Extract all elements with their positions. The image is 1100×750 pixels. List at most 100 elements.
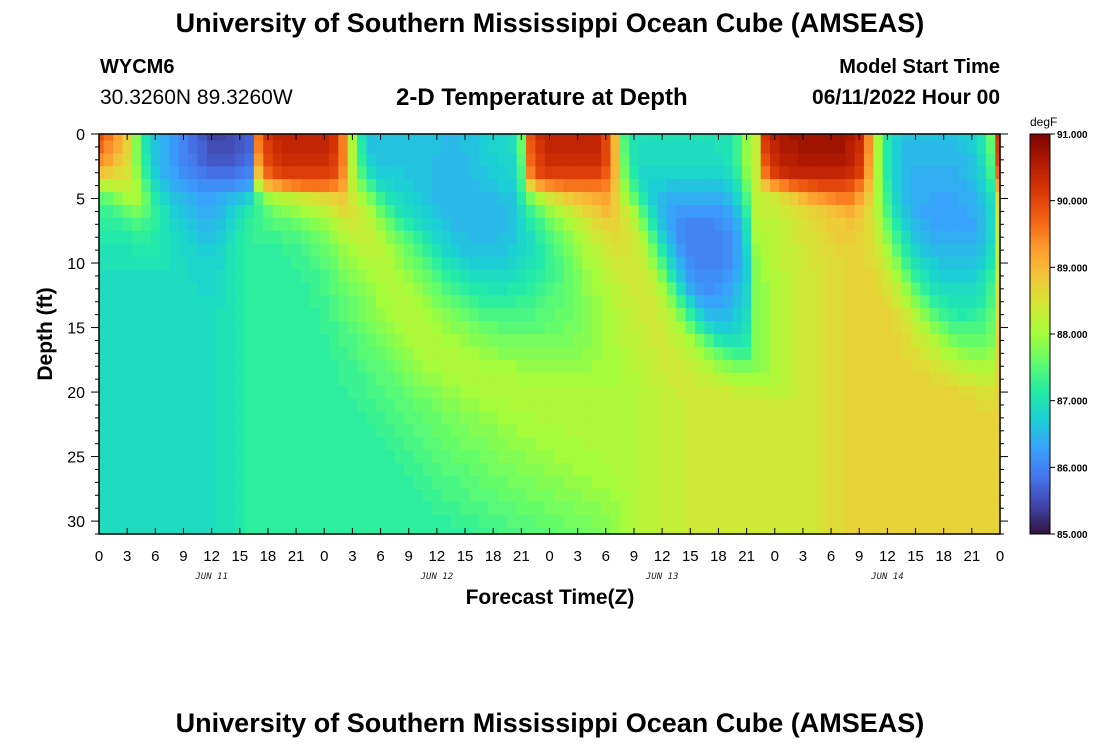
heatmap-cell <box>835 192 846 206</box>
heatmap-cell <box>469 527 480 535</box>
heatmap-cell <box>619 463 630 477</box>
heatmap-cell <box>347 230 358 245</box>
heatmap-cell <box>563 359 574 374</box>
heatmap-cell <box>394 256 405 271</box>
heatmap-cell <box>413 372 424 387</box>
heatmap-cell <box>845 385 856 400</box>
heatmap-cell <box>835 295 846 309</box>
heatmap-cell <box>282 488 293 503</box>
heatmap-cell <box>835 282 846 296</box>
heatmap-cell <box>160 527 170 535</box>
heatmap-cell <box>582 488 593 503</box>
heatmap-cell <box>488 488 499 503</box>
heatmap-cell <box>892 346 903 361</box>
heatmap-cell <box>450 282 461 296</box>
x-tick-label: 9 <box>405 548 413 565</box>
heatmap-cell <box>948 501 959 516</box>
heatmap-cell <box>441 346 452 361</box>
heatmap-cell <box>300 269 311 283</box>
heatmap-cell <box>385 372 396 387</box>
heatmap-cell <box>619 359 630 374</box>
heatmap-cell <box>497 308 508 322</box>
heatmap-cell <box>967 346 978 361</box>
heatmap-cell <box>676 463 687 477</box>
heatmap-cell <box>526 192 537 206</box>
heatmap-cell <box>507 411 518 425</box>
heatmap-cell <box>141 527 152 535</box>
heatmap-cell <box>554 463 565 477</box>
heatmap-cell <box>150 475 161 490</box>
heatmap-cell <box>244 308 255 322</box>
heatmap-cell <box>910 334 921 348</box>
heatmap-cell <box>535 359 546 374</box>
heatmap-cell <box>760 217 771 232</box>
heatmap-cell <box>816 334 827 348</box>
heatmap-cell <box>732 450 743 464</box>
heatmap-cell <box>554 514 565 529</box>
heatmap-cell <box>188 134 199 142</box>
heatmap-cell <box>253 134 264 142</box>
heatmap-cell <box>948 230 959 245</box>
heatmap-cell <box>845 488 856 503</box>
heatmap-cell <box>619 308 630 322</box>
heatmap-cell <box>657 463 668 477</box>
heatmap-cell <box>807 359 818 374</box>
heatmap-cell <box>957 398 968 413</box>
heatmap-cell <box>99 346 105 361</box>
heatmap-cell <box>103 243 114 258</box>
heatmap-cell <box>497 359 508 374</box>
heatmap-cell <box>807 140 818 154</box>
footer-title: University of Southern Mississippi Ocean… <box>175 708 925 738</box>
heatmap-cell <box>272 217 283 232</box>
heatmap-cell <box>507 359 518 374</box>
heatmap-cell <box>957 308 968 322</box>
heatmap-cell <box>178 398 189 413</box>
heatmap-cell <box>150 243 161 258</box>
heatmap-cell <box>375 463 386 477</box>
heatmap-cell <box>957 204 968 219</box>
heatmap-cell <box>732 134 743 142</box>
heatmap-cell <box>160 488 170 503</box>
heatmap-cell <box>469 230 480 245</box>
heatmap-cell <box>666 256 677 271</box>
heatmap-cell <box>526 411 537 425</box>
heatmap-cell <box>638 308 649 322</box>
heatmap-cell <box>441 256 452 271</box>
heatmap-cell <box>488 295 499 309</box>
heatmap-cell <box>816 488 827 503</box>
heatmap-cell <box>366 334 377 348</box>
heatmap-cell <box>835 450 846 464</box>
heatmap-cell <box>938 308 949 322</box>
heatmap-cell <box>741 295 752 309</box>
heatmap-cell <box>882 308 893 322</box>
heatmap-cell <box>272 204 283 219</box>
heatmap-cell <box>338 527 349 535</box>
heatmap-cell <box>779 243 790 258</box>
heatmap-cell <box>497 346 508 361</box>
x-tick-label: 6 <box>376 548 384 565</box>
heatmap-cell <box>282 321 293 335</box>
colorbar-unit: degF <box>1030 115 1057 129</box>
heatmap-cell <box>882 346 893 361</box>
heatmap-cell <box>225 217 236 232</box>
heatmap-cell <box>469 450 480 464</box>
heatmap-cell <box>225 527 236 535</box>
heatmap-cell <box>328 463 339 477</box>
heatmap-cell <box>113 282 124 296</box>
heatmap-cell <box>995 437 1001 451</box>
heatmap-cell <box>648 256 659 271</box>
heatmap-cell <box>741 334 752 348</box>
heatmap-cell <box>131 501 142 516</box>
heatmap-cell <box>282 230 293 245</box>
heatmap-cell <box>141 475 152 490</box>
heatmap-cell <box>816 243 827 258</box>
heatmap-cell <box>544 501 555 516</box>
heatmap-cell <box>723 230 734 245</box>
heatmap-cell <box>338 282 349 296</box>
heatmap-cell <box>563 321 574 335</box>
heatmap-cell <box>666 153 677 167</box>
heatmap-cell <box>732 411 743 425</box>
heatmap-cell <box>394 527 405 535</box>
heatmap-cell <box>798 424 809 438</box>
heatmap-cell <box>178 217 189 232</box>
